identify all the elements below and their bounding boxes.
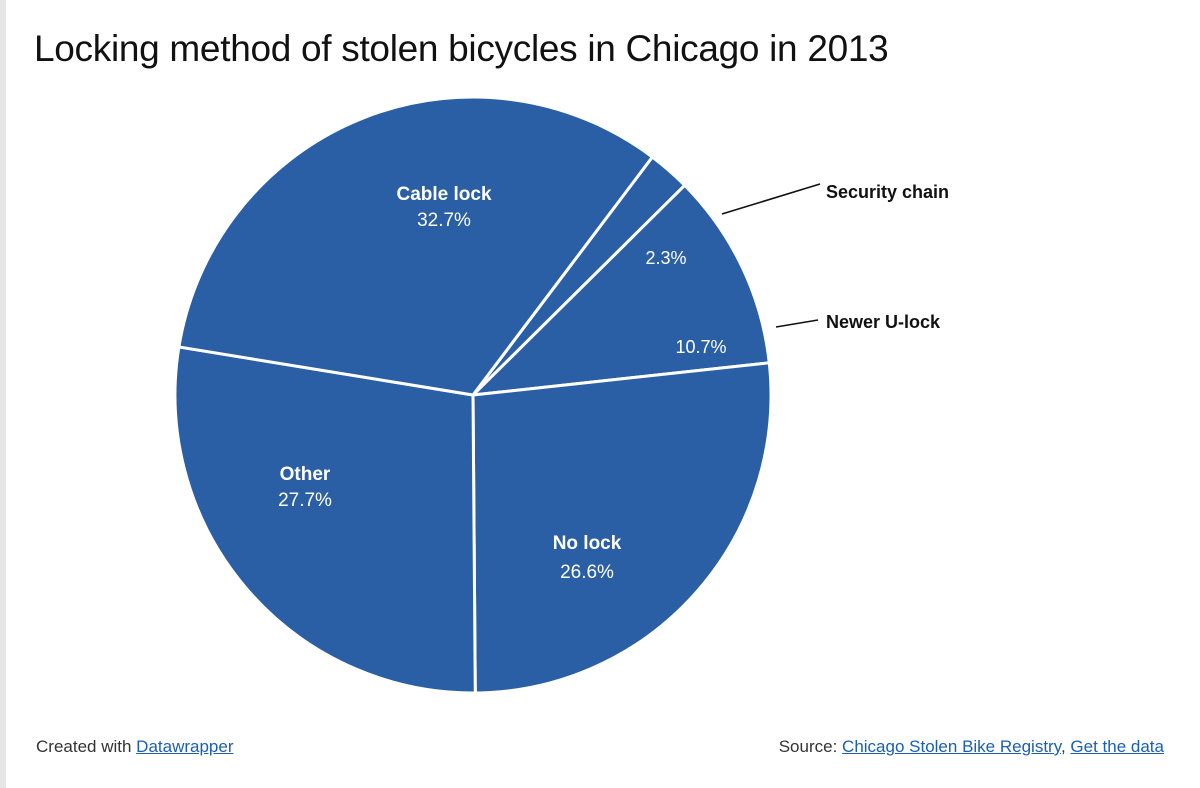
source-separator: , (1060, 737, 1066, 756)
slice-label-newer-u-lock: Newer U-lock (826, 312, 941, 332)
footer-source: Source: Chicago Stolen Bike Registry, Ge… (779, 737, 1164, 757)
slice-label-no-lock: No lock (553, 533, 622, 554)
slice-label-other: Other (280, 464, 331, 485)
slice-value-no-lock: 26.6% (560, 562, 614, 583)
pie-slice-cable-lock (177, 95, 654, 397)
slice-value-cable-lock: 32.7% (417, 210, 471, 231)
footer-credit: Created with Datawrapper (36, 737, 234, 757)
slice-label-cable-lock: Cable lock (396, 184, 491, 205)
get-data-link[interactable]: Get the data (1070, 737, 1164, 756)
chart-title: Locking method of stolen bicycles in Chi… (34, 28, 889, 69)
slice-value-other: 27.7% (278, 490, 332, 511)
pie-slice-newer-u-lock (471, 183, 771, 397)
leader-line-security-chain (721, 183, 821, 215)
leader-line-newer-u-lock (775, 319, 819, 328)
slice-value-security-chain: 2.3% (645, 248, 686, 268)
pie-slice-no-lock (471, 361, 773, 695)
datawrapper-link[interactable]: Datawrapper (136, 737, 234, 756)
source-link[interactable]: Chicago Stolen Bike Registry (842, 737, 1061, 756)
slice-label-security-chain: Security chain (826, 182, 949, 202)
pie-slice-other (173, 345, 477, 695)
slice-value-newer-u-lock: 10.7% (675, 337, 726, 357)
left-border (0, 0, 6, 788)
created-with-text: Created with (36, 737, 132, 756)
source-prefix: Source: (778, 737, 838, 756)
